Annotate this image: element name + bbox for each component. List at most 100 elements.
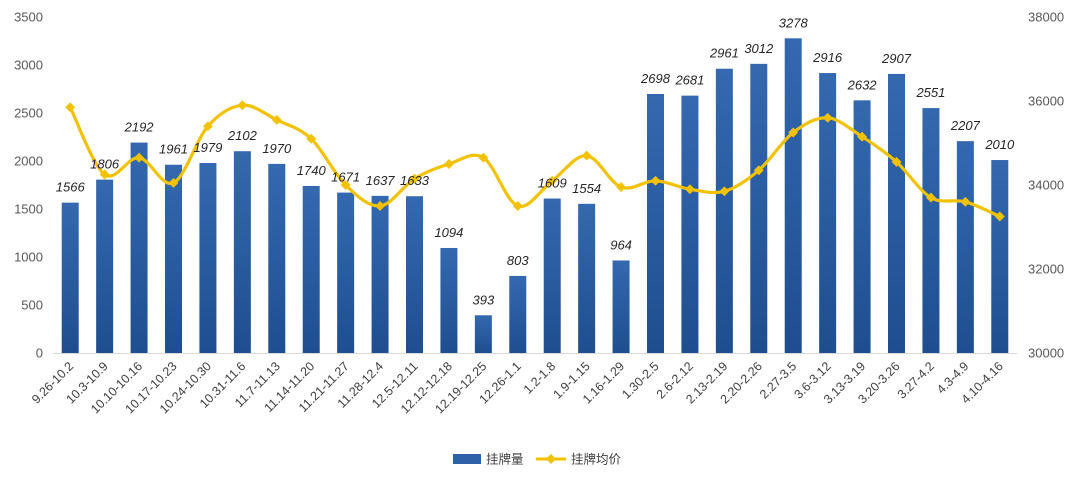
line-point [719,186,730,197]
bar [509,275,527,353]
bar [647,93,664,353]
bar [819,73,837,354]
bar-data-label: 1609 [538,176,567,191]
bar [991,160,1009,353]
bar-data-label: 2192 [124,120,155,135]
bar-data-label: 1806 [90,157,120,172]
bar [681,95,699,354]
line-point [891,156,902,167]
line-point [306,133,317,144]
line-point [788,127,799,138]
line-point [478,152,489,163]
bar-series [61,38,1009,354]
bar-data-label: 2916 [812,50,843,65]
line-point [134,152,145,163]
line-point [994,211,1005,222]
line-point [99,169,110,180]
bar-data-label: 3012 [744,41,774,56]
bar-data-label: 803 [507,253,529,268]
line-point [925,192,936,203]
bar-data-label: 1637 [366,173,396,188]
bar-data-label: 2632 [847,77,878,92]
bar [130,142,148,353]
right-axis-tick: 30000 [1028,346,1064,361]
bar [165,164,182,353]
legend-label-bars: 挂牌量 [486,452,524,467]
bar [440,247,458,353]
bar [853,100,871,353]
right-y-axis: 30000 32000 34000 36000 38000 [1028,10,1064,361]
bar-data-label: 393 [473,292,495,307]
bar-data-label: 1566 [56,180,86,195]
bar [612,260,630,353]
bar-data-label: 2961 [709,46,739,61]
legend-bar-swatch [453,454,481,464]
legend-line-marker [546,454,556,464]
line-point [340,180,351,190]
bar [578,203,596,353]
line-point [443,159,454,169]
bar [302,185,320,353]
line-point [65,102,76,113]
line-point [237,100,248,111]
line-point [857,131,868,142]
bar-data-label: 2907 [881,51,912,66]
right-axis-tick: 32000 [1028,262,1064,277]
bar-data-label: 1671 [331,170,360,185]
bar-data-label: 1970 [262,141,292,156]
bar [96,179,114,353]
bar [61,202,79,353]
bar [888,73,905,353]
left-axis-tick: 500 [21,298,43,313]
bar-data-label: 2102 [227,128,258,143]
right-axis-tick: 34000 [1028,178,1064,193]
data-labels: 1566 1806 2192 1961 1979 2102 1970 1740 1671 1637… [56,15,1015,307]
left-axis-tick: 2500 [14,106,43,121]
bar-data-label: 2207 [950,118,981,133]
x-axis-labels: 9.26-10.210.3-10.910.10-10.1610.17-10.23… [29,359,1006,416]
bar [337,192,355,353]
bar [268,163,286,353]
left-axis-tick: 0 [36,346,43,361]
bar-data-label: 1633 [400,173,430,188]
bar-data-label: 3278 [779,15,809,30]
line-point [512,201,523,211]
bar [371,195,389,353]
line-series [65,100,1005,222]
line-point [960,196,971,207]
bar [750,63,768,354]
left-axis-tick: 2000 [14,154,43,169]
line-point [650,175,661,186]
bar-data-label: 2551 [915,85,945,100]
left-axis-tick: 1500 [14,202,43,217]
line-point [375,201,386,211]
bar-data-label: 2681 [674,73,704,88]
bar-data-label: 964 [610,237,632,252]
x-tick-label: 3.27-4.2 [895,359,937,401]
bar [922,108,940,353]
bar [233,151,251,353]
bar-data-label: 2010 [984,137,1015,152]
left-y-axis: 0 500 1000 1500 2000 2500 3000 3500 [14,10,43,361]
bar-data-label: 1961 [159,142,188,157]
line-point [547,175,558,186]
x-tick-label: 2.27-3.5 [757,359,799,401]
bar [406,196,423,353]
bar [784,38,802,353]
legend-label-line: 挂牌均价 [571,452,622,467]
bar [715,68,733,353]
bar-data-label: 1094 [434,225,463,240]
line-point [753,165,764,176]
legend[interactable]: 挂牌量 挂牌均价 [453,452,622,467]
price-line [68,103,1002,219]
bar [474,315,492,353]
right-axis-tick: 36000 [1028,94,1064,109]
bar [543,198,561,353]
left-axis-tick: 3500 [14,10,43,25]
line-point [684,184,695,195]
bar [199,163,217,353]
line-point [581,150,592,161]
line-point [202,121,213,132]
line-point [409,173,420,184]
